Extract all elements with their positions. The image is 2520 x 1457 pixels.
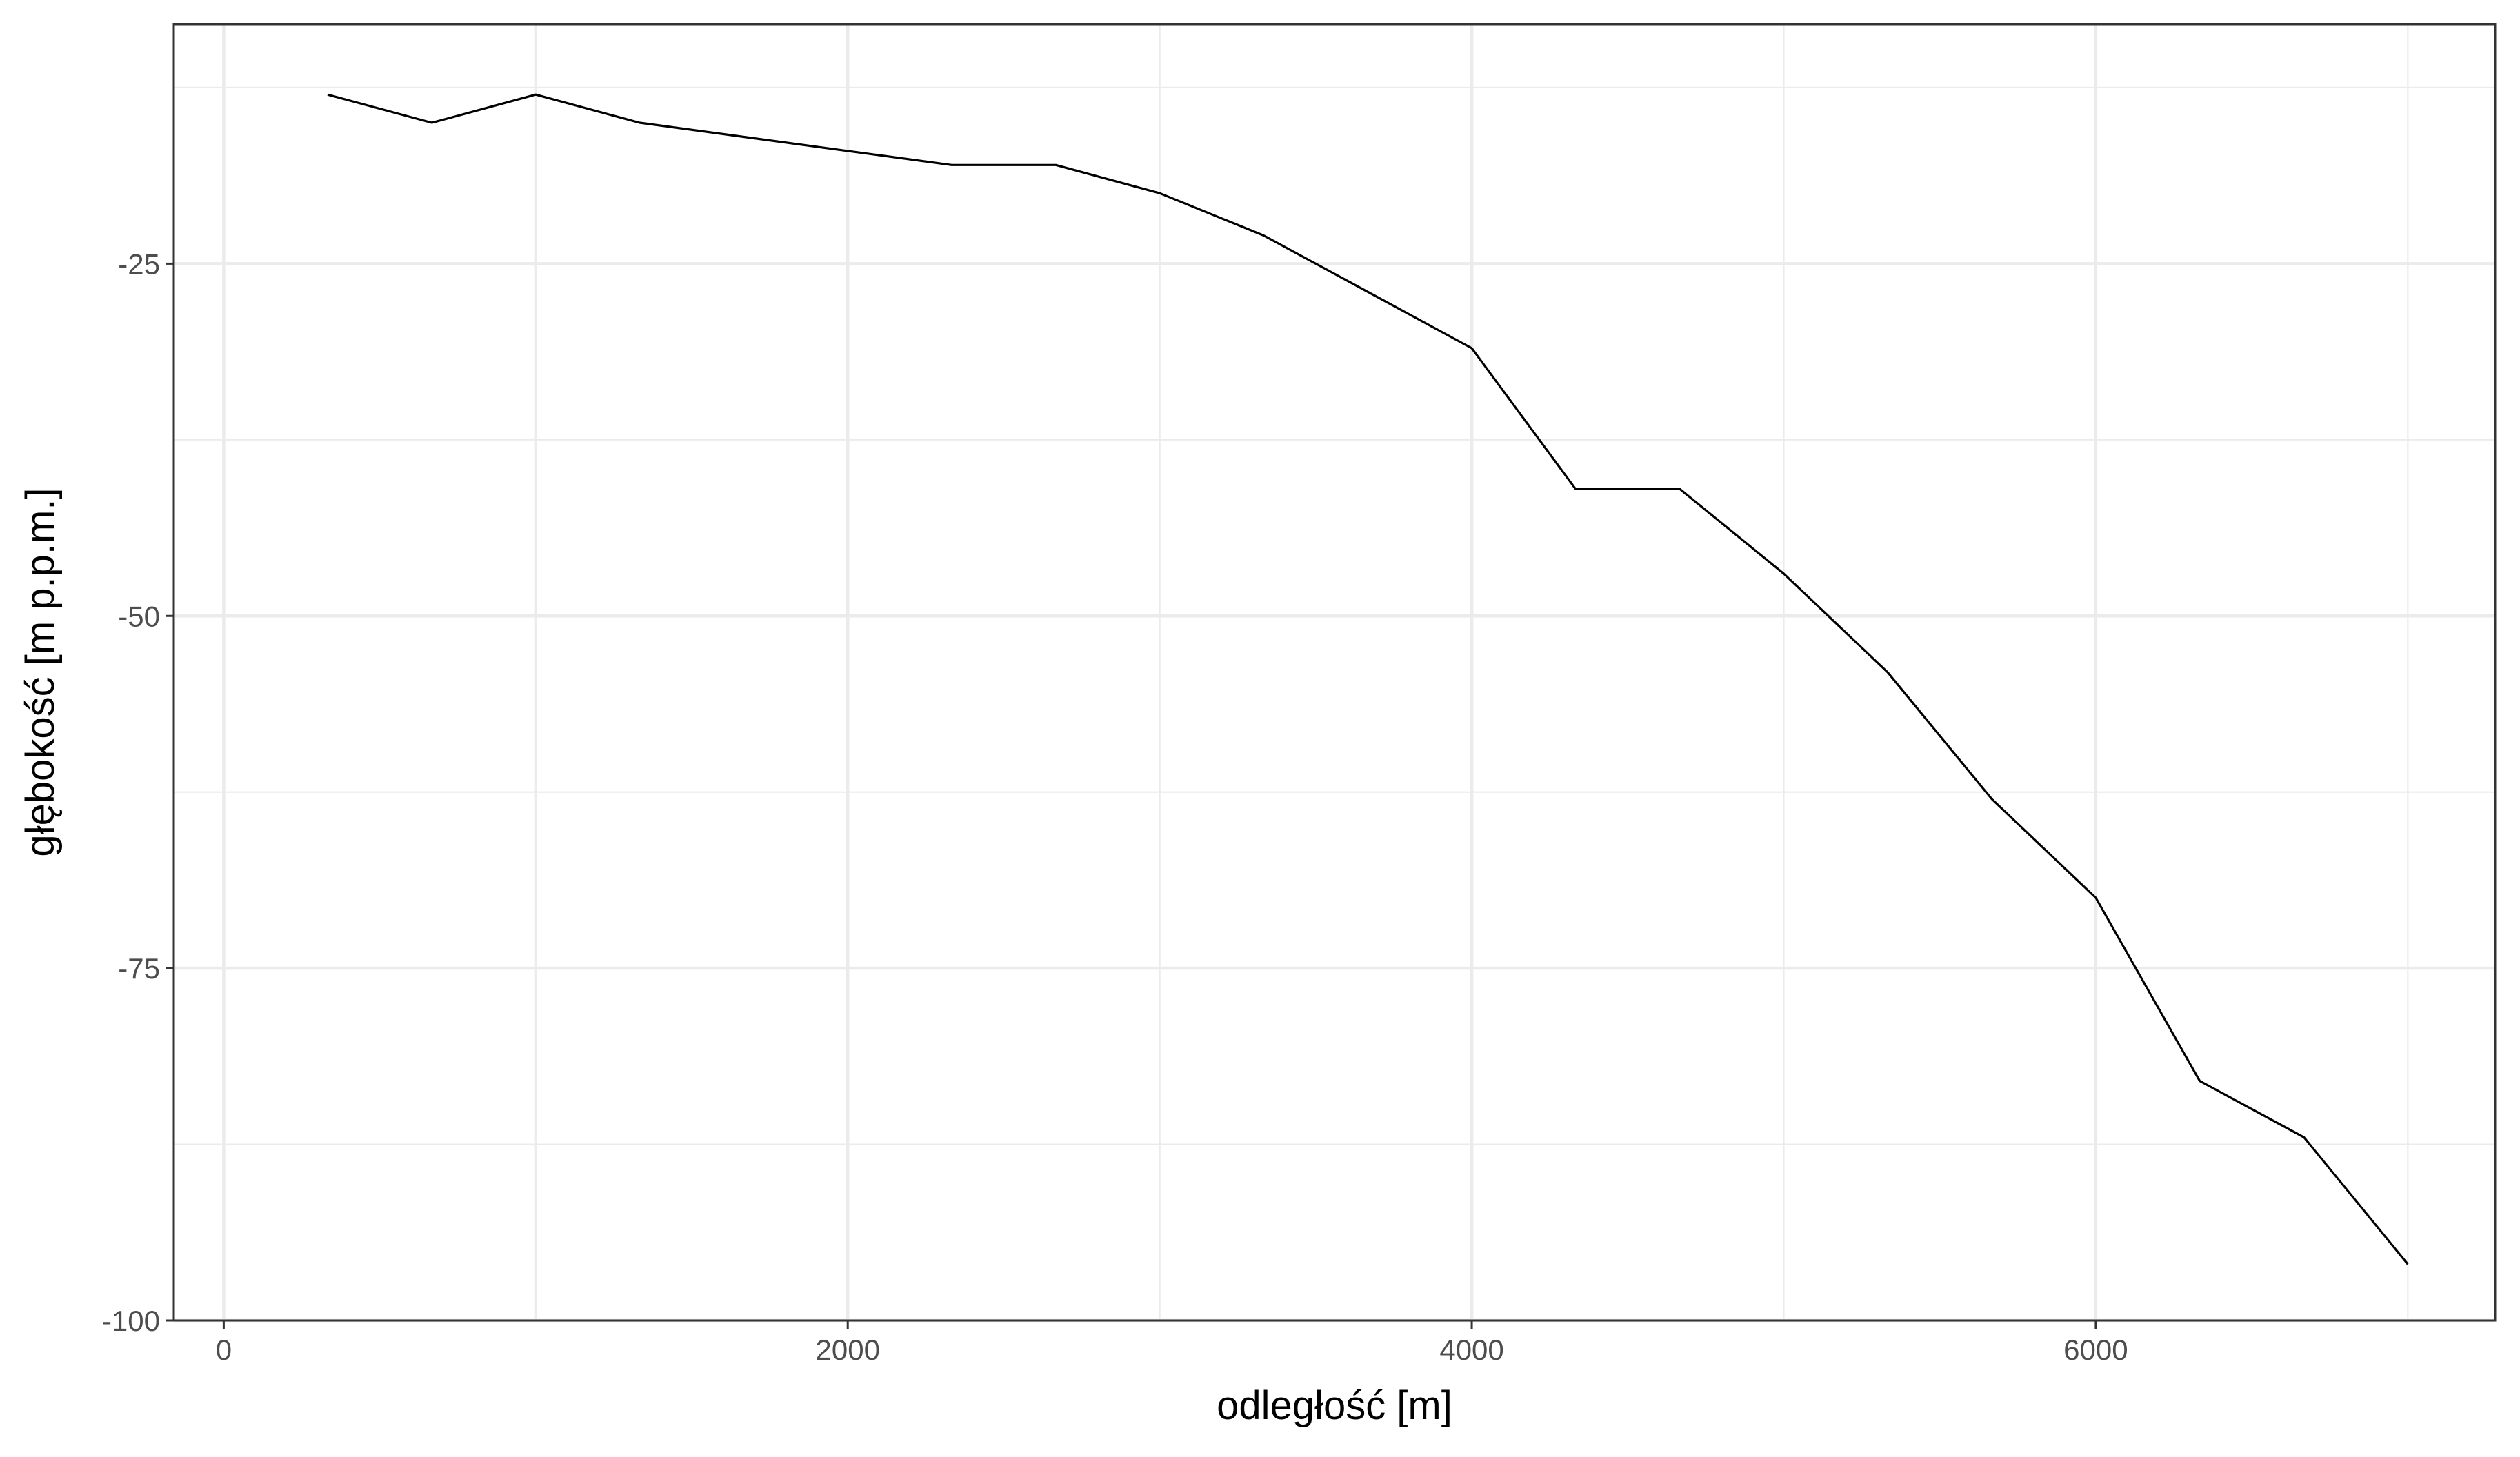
x-tick-label: 0 <box>216 1334 232 1366</box>
x-tick-label: 6000 <box>2063 1334 2128 1366</box>
y-tick-label: -100 <box>102 1305 160 1337</box>
x-tick-label: 4000 <box>1439 1334 1503 1366</box>
y-axis-title: głębokość [m p.p.m.] <box>18 488 63 856</box>
series-layer <box>327 93 2409 1265</box>
x-axis-title: odległość [m] <box>1217 1383 1452 1428</box>
x-axis: 0 2000 4000 6000 <box>216 1320 2128 1366</box>
x-tick-label: 2000 <box>816 1334 880 1366</box>
plot-panel-border <box>172 23 2497 1322</box>
y-tick-label: -75 <box>118 952 160 985</box>
y-tick-label: -25 <box>118 248 160 280</box>
plot-panel-background <box>174 24 2495 1320</box>
y-axis: -100 -75 -50 -25 <box>102 248 174 1337</box>
y-tick-label: -50 <box>118 600 160 632</box>
minor-gridlines <box>174 24 2495 1320</box>
depth-profile-line <box>327 93 2409 1265</box>
